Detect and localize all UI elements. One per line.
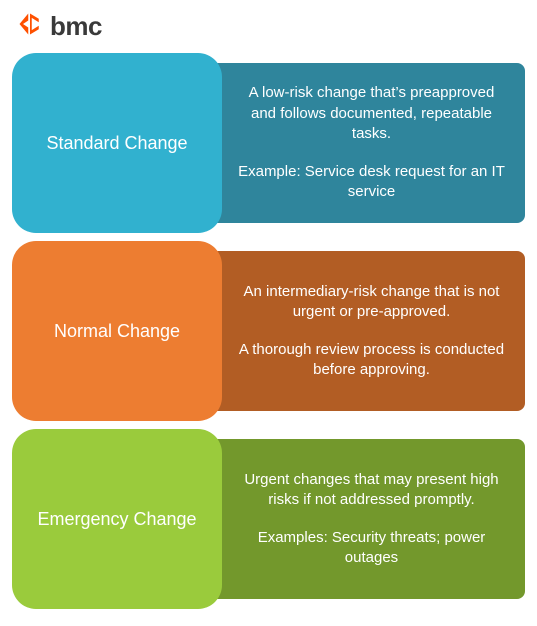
tile-emergency-desc: Urgent changes that may present high ris… [210,439,525,599]
title-text: Emergency Change [37,509,196,530]
desc-line-2: Examples: Security threats; power outage… [237,528,507,569]
desc-line-1: An intermediary-risk change that is not … [237,282,507,323]
desc-line-2: Example: Service desk request for an IT … [237,162,507,203]
row-normal-change: Normal Change An intermediary-risk chang… [12,241,525,421]
title-text: Normal Change [54,321,180,342]
tile-standard-title: Standard Change [12,53,222,233]
tile-standard-desc: A low-risk change that’s preapproved and… [210,63,525,223]
bmc-logo: bmc [16,10,525,43]
desc-line-1: Urgent changes that may present high ris… [237,470,507,511]
desc-line-1: A low-risk change that’s preapproved and… [237,83,507,144]
bmc-logo-icon [16,10,44,43]
desc-line-2: A thorough review process is conducted b… [237,340,507,381]
row-standard-change: Standard Change A low-risk change that’s… [12,53,525,233]
tile-emergency-title: Emergency Change [12,429,222,609]
tile-normal-title: Normal Change [12,241,222,421]
title-text: Standard Change [46,133,187,154]
change-types-diagram: Standard Change A low-risk change that’s… [12,53,525,609]
tile-normal-desc: An intermediary-risk change that is not … [210,251,525,411]
row-emergency-change: Emergency Change Urgent changes that may… [12,429,525,609]
bmc-logo-text: bmc [50,11,102,42]
